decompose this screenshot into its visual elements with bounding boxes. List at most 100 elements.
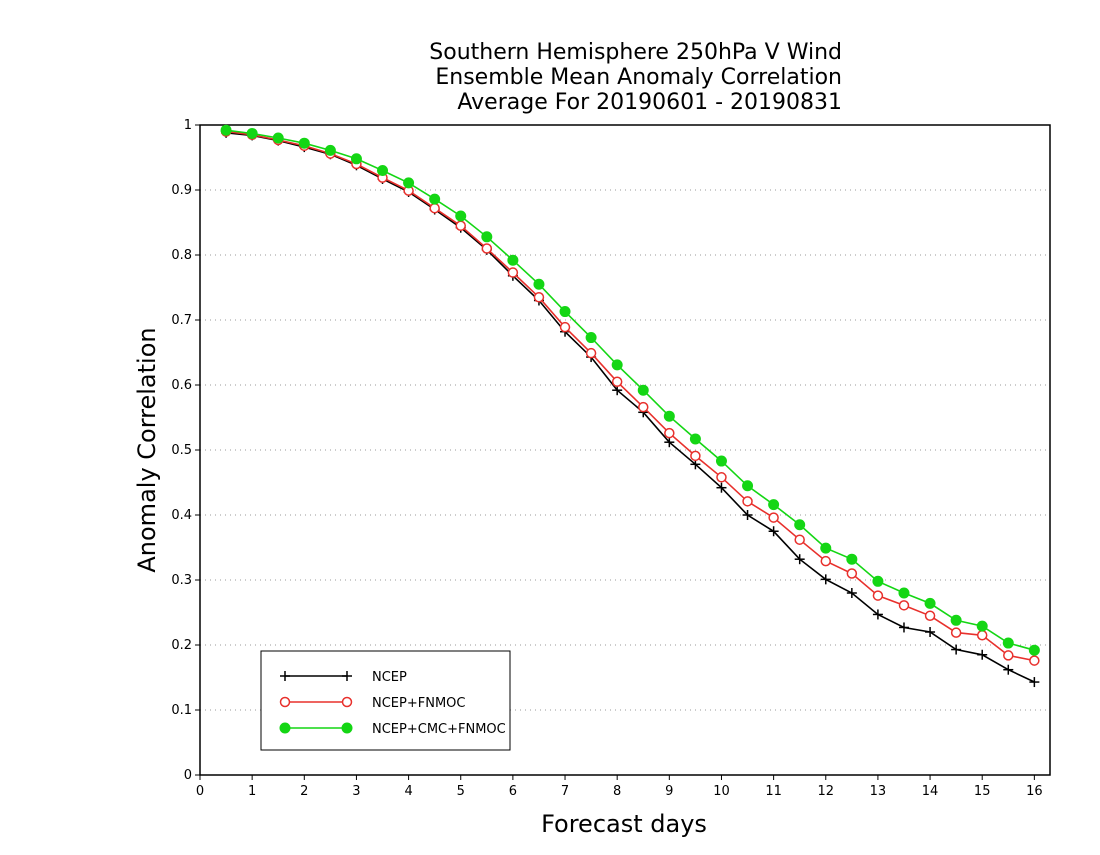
data-point [1002, 637, 1014, 649]
data-point [341, 722, 353, 734]
axes: 00.10.20.30.40.50.60.70.80.910 1 2 3 4 5 6 7 8 9 1… [171, 118, 1051, 799]
data-point [820, 574, 831, 585]
data-point [690, 450, 701, 462]
data-point [220, 124, 232, 136]
data-point [429, 193, 441, 205]
x-tick-label: 11 [765, 784, 782, 799]
data-point [768, 499, 780, 511]
x-tick-label: 6 [509, 784, 517, 799]
data-point [279, 722, 291, 734]
data-point [611, 376, 623, 387]
data-point [611, 359, 623, 371]
x-tick-label: 4 [404, 784, 412, 799]
legend-label: NCEP [372, 670, 407, 685]
x-axis-label: Forecast days [541, 810, 707, 838]
data-point [872, 590, 884, 601]
legend-entry: NCEP+FNMOC [279, 696, 465, 711]
data-point [794, 519, 806, 531]
x-tick-label: 12 [817, 784, 834, 799]
data-point [924, 597, 936, 609]
data-point [279, 696, 291, 708]
data-point [324, 144, 336, 156]
x-tick-label: 14 [922, 784, 939, 799]
data-point [280, 671, 290, 681]
legend-label: NCEP+CMC+FNMOC [372, 722, 506, 737]
data-series [220, 124, 1040, 688]
y-tick-label: 0.6 [171, 378, 192, 393]
data-point [898, 622, 909, 633]
x-tick-label: 0 [196, 784, 204, 799]
data-point [794, 554, 805, 565]
data-point [664, 427, 675, 439]
data-point [403, 177, 415, 189]
data-point [898, 587, 910, 599]
data-point [664, 437, 675, 448]
data-point [794, 534, 805, 545]
x-tick-label: 1 [248, 784, 256, 799]
data-point [872, 575, 884, 587]
data-point [1029, 655, 1040, 666]
y-tick-label: 0.9 [171, 183, 192, 198]
data-point [585, 332, 597, 344]
x-tick-label: 16 [1026, 784, 1043, 799]
data-point [951, 644, 962, 655]
data-point [585, 347, 597, 359]
legend-entry: NCEP+CMC+FNMOC [279, 722, 506, 737]
data-point [950, 614, 962, 626]
data-point [924, 610, 936, 621]
data-point [950, 627, 962, 638]
data-point [246, 127, 258, 139]
data-point [1029, 677, 1040, 688]
legend-entry: NCEP [280, 670, 407, 685]
data-point [272, 132, 284, 144]
legend-box [260, 650, 511, 751]
y-tick-label: 0.8 [171, 248, 192, 263]
series-0 [221, 127, 1040, 688]
data-point [481, 231, 493, 243]
data-point [898, 600, 910, 611]
x-tick-label: 2 [300, 784, 308, 799]
data-point [742, 496, 753, 507]
data-point [768, 512, 779, 523]
x-tick-label: 15 [974, 784, 991, 799]
y-tick-label: 0.3 [171, 573, 192, 588]
y-tick-label: 0.2 [171, 638, 192, 653]
data-point [1003, 650, 1014, 661]
data-point [1003, 664, 1014, 675]
data-point [872, 609, 883, 620]
data-point [455, 220, 466, 231]
data-point [768, 526, 779, 537]
series-line [226, 132, 1035, 683]
data-point [481, 243, 493, 254]
data-point [507, 254, 519, 266]
y-tick-label: 0.7 [171, 313, 192, 328]
data-point [342, 671, 352, 681]
data-point [925, 627, 936, 637]
x-tick-label: 7 [561, 784, 569, 799]
data-point [429, 202, 440, 214]
series-2 [220, 124, 1040, 656]
x-tick-label: 10 [713, 784, 730, 799]
data-point [533, 292, 545, 303]
data-point [663, 410, 675, 422]
data-point [637, 384, 649, 396]
data-point [846, 568, 858, 579]
data-point [976, 620, 988, 632]
gridlines [200, 189, 1050, 711]
data-point [507, 267, 519, 278]
y-tick-label: 0.5 [171, 443, 192, 458]
series-line [225, 130, 1035, 662]
data-point [742, 480, 754, 492]
title-line-3: Average For 20190601 - 20190831 [457, 90, 842, 115]
y-tick-label: 0 [184, 768, 192, 783]
data-point [341, 696, 353, 708]
data-point [455, 210, 467, 222]
legend: NCEP NCEP+FNMOC NCEP+CMC+FNMOC [260, 650, 511, 751]
data-point [820, 542, 832, 554]
y-tick-label: 0.1 [171, 703, 192, 718]
data-point [1028, 644, 1040, 656]
data-point [716, 472, 727, 483]
data-point [846, 553, 858, 565]
data-point [298, 137, 310, 149]
